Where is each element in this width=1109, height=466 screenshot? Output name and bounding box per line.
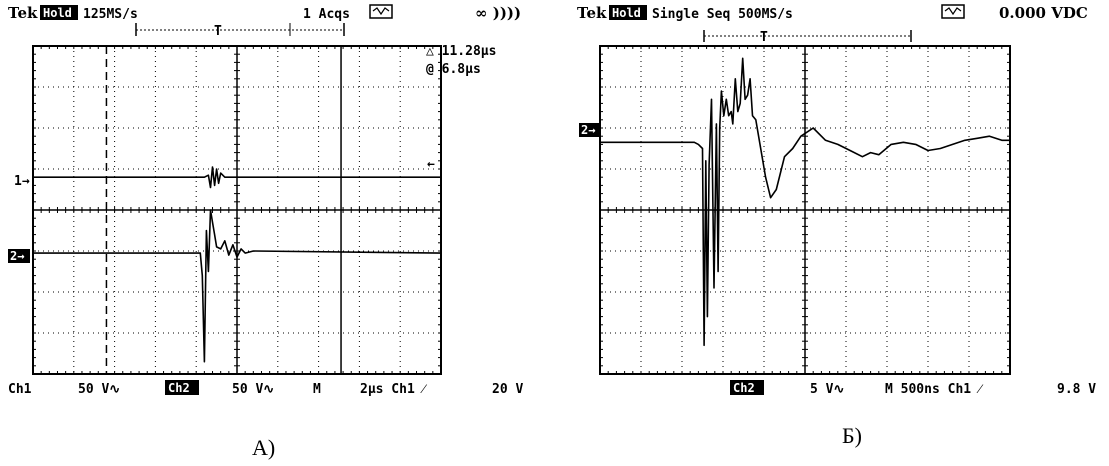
waveform-icon xyxy=(941,4,965,19)
scope-a-header: Tek Hold 125MS/s 1 Acqs ∞ )))) T xyxy=(8,4,521,39)
cursor-position-readout: @ 6.8µs xyxy=(426,62,481,77)
ch2-label: Ch2 xyxy=(733,381,755,395)
trace-series-1 xyxy=(600,57,1010,347)
scope-b-footer: Ch2 5 V∿ M 500ns Ch1 ⁄ 9.8 V xyxy=(730,380,1096,397)
ch2-scale: 5 V∿ xyxy=(810,382,844,397)
hold-badge-label: Hold xyxy=(43,6,72,20)
hold-badge-label: Hold xyxy=(612,6,641,20)
ch2-marker-bg xyxy=(8,249,30,263)
scope-a-graticule xyxy=(32,45,442,375)
scope-b-svg: Tek Hold Single Seq 500MS/s 0.000 VDC T … xyxy=(577,4,1096,397)
hold-badge-bg xyxy=(40,5,78,20)
trace-series-2 xyxy=(33,209,442,363)
waveform-icon xyxy=(369,4,393,19)
scope-a-cursors xyxy=(105,46,342,374)
brand-label: Tek xyxy=(577,4,607,22)
cursor-delta-readout: △ 11.28µs xyxy=(426,44,496,59)
timebase-trigger: 2µs Ch1 ⁄ xyxy=(360,382,428,397)
ch2-scale: 50 V∿ xyxy=(232,382,274,397)
ch2-label-bg xyxy=(730,380,764,395)
trigger-level-arrow: ← xyxy=(427,157,435,172)
ch2-marker-bg xyxy=(579,123,601,137)
scope-a-svg: Tek Hold 125MS/s 1 Acqs ∞ )))) T △ 11.28… xyxy=(8,4,523,397)
scope-b-header: Tek Hold Single Seq 500MS/s 0.000 VDC T xyxy=(577,4,1088,45)
oscilloscope-panel-b: Tek Hold Single Seq 500MS/s 0.000 VDC T … xyxy=(567,0,1109,420)
hold-badge-bg xyxy=(609,5,647,20)
scope-a-traces xyxy=(33,166,442,363)
trigger-level: 9.8 V xyxy=(1057,382,1096,397)
acquisition-count: 1 Acqs xyxy=(303,7,350,22)
scope-b-graticule xyxy=(599,45,1011,375)
oscilloscope-panel-a: Tek Hold 125MS/s 1 Acqs ∞ )))) T △ 11.28… xyxy=(0,0,540,420)
record-bar: T xyxy=(703,30,912,45)
scope-b-traces xyxy=(600,57,1010,347)
timebase-trigger: M 500ns Ch1 ⁄ xyxy=(885,382,984,397)
ch2-label: Ch2 xyxy=(168,381,190,395)
caption-a: А) xyxy=(252,435,276,460)
trigger-position-marker: T xyxy=(760,30,768,45)
caption-b: Б) xyxy=(842,423,862,448)
infinite-persistence-indicator: ∞ )))) xyxy=(475,4,521,22)
ch1-ground-marker: 1→ xyxy=(14,174,30,189)
dc-readout: 0.000 VDC xyxy=(999,4,1088,22)
acquisition-mode: Single Seq 500MS/s xyxy=(652,7,793,22)
main-timebase-label: M xyxy=(313,382,321,397)
brand-label: Tek xyxy=(8,4,38,22)
trace-series-1 xyxy=(33,166,441,189)
sample-rate: 125MS/s xyxy=(83,7,138,22)
ch1-scale: 50 V∿ xyxy=(78,382,120,397)
ch2-ground-marker: 2→ xyxy=(581,123,595,137)
trigger-position-marker: T xyxy=(214,24,222,39)
trigger-level: 20 V xyxy=(492,382,523,397)
scope-a-footer: Ch1 50 V∿ Ch2 50 V∿ M 2µs Ch1 ⁄ 20 V xyxy=(8,380,523,397)
ch1-label: Ch1 xyxy=(8,382,32,397)
ch2-ground-marker: 2→ xyxy=(10,249,24,263)
record-bar: T xyxy=(135,23,345,39)
ch2-label-bg xyxy=(165,380,199,395)
